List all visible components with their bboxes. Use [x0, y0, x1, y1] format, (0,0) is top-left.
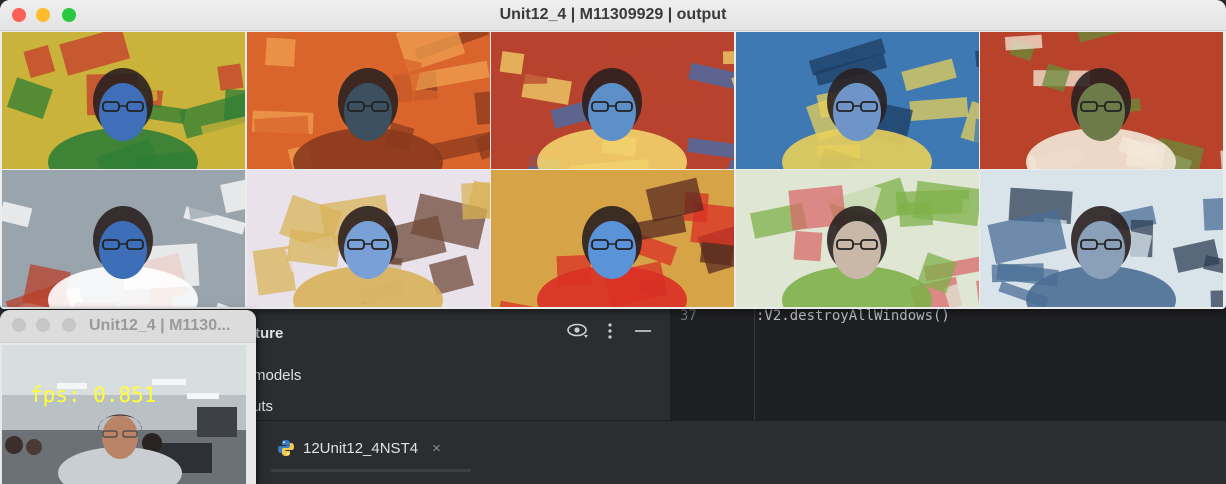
style-tile-5	[980, 32, 1223, 169]
code-editor[interactable]: 37 :V2.destroyAllWindows()	[670, 308, 1226, 420]
more-icon[interactable]	[607, 322, 613, 345]
webcam-feed: fps: 0.851	[2, 345, 246, 484]
code-line[interactable]: :V2.destroyAllWindows()	[756, 308, 950, 324]
style-grid	[2, 32, 1224, 308]
style-tile-10	[980, 170, 1223, 307]
structure-item[interactable]: uts	[253, 398, 274, 415]
webcam-window-title: Unit12_4 | M1130...	[89, 317, 231, 334]
minimize-window-icon[interactable]	[36, 318, 50, 332]
stylized-portrait	[767, 38, 979, 169]
close-window-icon[interactable]	[12, 8, 26, 22]
style-tile-8	[491, 170, 734, 307]
zoom-window-icon[interactable]	[62, 8, 76, 22]
style-tile-3	[491, 32, 734, 169]
gutter-divider	[754, 308, 755, 420]
stylized-portrait	[1004, 32, 1223, 169]
style-tile-4	[735, 32, 979, 169]
fps-counter: fps: 0.851	[30, 383, 157, 407]
output-window-title: Unit12_4 | M11309929 | output	[499, 6, 727, 23]
style-tile-6	[2, 170, 245, 307]
close-icon[interactable]: ×	[432, 439, 441, 457]
run-tool-window: 12Unit12_4NST4 ×	[245, 420, 1226, 484]
output-window: Unit12_4 | M11309929 | output	[0, 0, 1226, 309]
stylized-portrait	[749, 174, 979, 307]
run-tab-scrollbar[interactable]	[271, 469, 471, 472]
run-tab[interactable]: 12Unit12_4NST4 ×	[277, 435, 441, 461]
webcam-window: Unit12_4 | M1130... fps: 0	[0, 310, 256, 484]
style-tile-2	[246, 32, 490, 169]
style-tile-9	[735, 170, 979, 307]
hide-icon[interactable]	[634, 322, 652, 345]
output-titlebar[interactable]: Unit12_4 | M11309929 | output	[0, 0, 1226, 31]
structure-item[interactable]: models	[253, 367, 302, 384]
line-number: 37	[680, 308, 697, 324]
style-tile-1	[2, 32, 245, 169]
stylized-portrait	[251, 32, 490, 169]
stylized-portrait	[2, 175, 245, 307]
minimize-window-icon[interactable]	[36, 8, 50, 22]
webcam-image	[2, 345, 246, 484]
structure-panel-title: ture	[255, 325, 284, 342]
webcam-titlebar[interactable]: Unit12_4 | M1130...	[0, 310, 256, 343]
eye-icon[interactable]	[567, 322, 589, 343]
run-tab-label: 12Unit12_4NST4	[303, 439, 419, 457]
stylized-portrait	[491, 32, 734, 169]
close-window-icon[interactable]	[12, 318, 26, 332]
stylized-portrait	[987, 187, 1223, 307]
stylized-portrait	[491, 177, 734, 307]
stylized-portrait	[252, 180, 490, 307]
stylized-portrait	[6, 32, 245, 169]
python-icon	[278, 440, 294, 456]
structure-panel: ture models uts	[245, 308, 670, 420]
zoom-window-icon[interactable]	[62, 318, 76, 332]
style-tile-7	[246, 170, 490, 307]
